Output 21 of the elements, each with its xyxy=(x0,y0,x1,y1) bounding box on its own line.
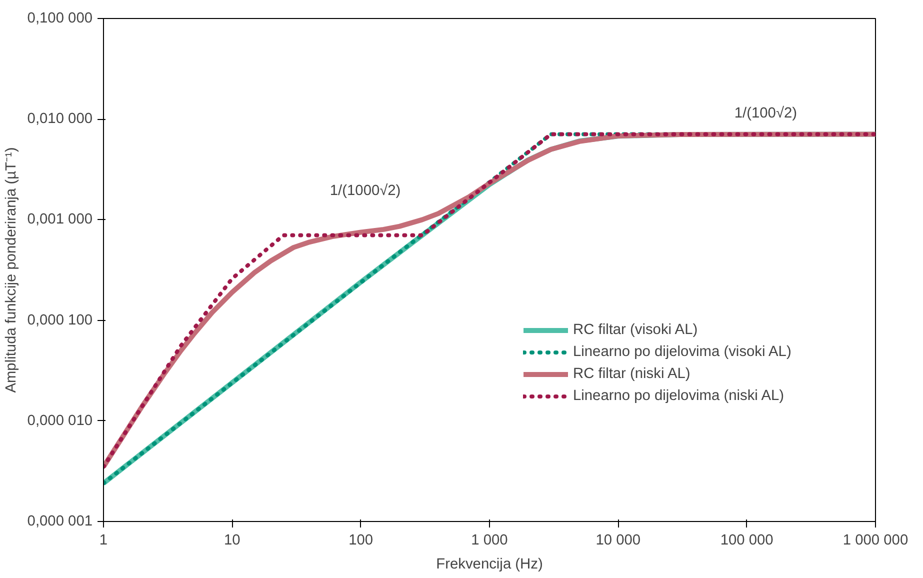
x-tick-label: 100 000 xyxy=(720,532,774,548)
legend-label: RC filtar (visoki AL) xyxy=(573,322,698,338)
annotation: 1/(1000√2) xyxy=(330,183,401,199)
y-tick-label: 0,000 010 xyxy=(27,412,92,429)
x-tick-label: 1 xyxy=(99,532,108,548)
y-tick-label: 0,000 001 xyxy=(27,514,92,530)
y-tick-label: 0,000 100 xyxy=(27,312,92,328)
x-tick-label: 10 000 xyxy=(596,532,641,548)
x-axis-title: Frekvencija (Hz) xyxy=(436,556,543,572)
y-axis-title: Amplituda funkcije ponderiranja (µT⁻¹) xyxy=(3,147,20,393)
legend-label: Linearno po dijelovima (niski AL) xyxy=(573,388,784,404)
y-tick-label: 0,001 000 xyxy=(27,212,92,228)
annotation: 1/(100√2) xyxy=(734,106,798,122)
y-tick-label: 0,100 000 xyxy=(27,10,92,26)
y-tick-label: 0,010 000 xyxy=(27,111,92,128)
x-tick-label: 10 xyxy=(224,532,240,548)
x-tick-label: 1 000 000 xyxy=(842,532,908,548)
x-tick-label: 100 xyxy=(348,532,374,548)
x-tick-label: 1 000 xyxy=(471,532,508,548)
legend-label: RC filtar (niski AL) xyxy=(573,366,690,382)
legend-label: Linearno po dijelovima (visoki AL) xyxy=(573,344,792,360)
